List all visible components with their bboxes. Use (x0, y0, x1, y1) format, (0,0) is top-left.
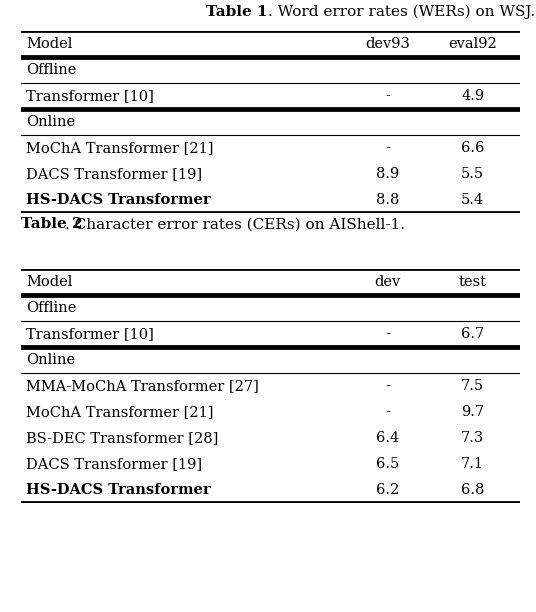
Text: -: - (385, 141, 390, 155)
Text: test: test (459, 275, 487, 289)
Text: . Word error rates (WERs) on WSJ.: . Word error rates (WERs) on WSJ. (268, 5, 535, 20)
Text: Transformer [10]: Transformer [10] (26, 89, 154, 103)
Text: 6.2: 6.2 (376, 483, 399, 497)
Text: 6.6: 6.6 (461, 141, 484, 155)
Text: eval92: eval92 (448, 37, 497, 51)
Text: 6.8: 6.8 (461, 483, 484, 497)
Text: HS-DACS Transformer: HS-DACS Transformer (26, 193, 211, 207)
Text: Online: Online (26, 353, 76, 367)
Text: 7.1: 7.1 (461, 457, 484, 471)
Text: DACS Transformer [19]: DACS Transformer [19] (26, 457, 203, 471)
Text: -: - (385, 327, 390, 341)
Text: 7.5: 7.5 (461, 379, 484, 393)
Text: 4.9: 4.9 (461, 89, 484, 103)
Text: -: - (385, 89, 390, 103)
Text: MoChA Transformer [21]: MoChA Transformer [21] (26, 141, 214, 155)
Text: 6.4: 6.4 (376, 431, 399, 445)
Text: Model: Model (26, 37, 73, 51)
Text: 5.4: 5.4 (461, 193, 484, 207)
Text: 8.8: 8.8 (376, 193, 399, 207)
Text: DACS Transformer [19]: DACS Transformer [19] (26, 167, 203, 181)
Text: HS-DACS Transformer: HS-DACS Transformer (26, 483, 211, 497)
Text: Model: Model (26, 275, 73, 289)
Text: Transformer [10]: Transformer [10] (26, 327, 154, 341)
Text: dev: dev (375, 275, 401, 289)
Text: . Character error rates (CERs) on AIShell-1.: . Character error rates (CERs) on AIShel… (64, 217, 405, 231)
Text: 8.9: 8.9 (376, 167, 399, 181)
Text: BS-DEC Transformer [28]: BS-DEC Transformer [28] (26, 431, 219, 445)
Text: Offline: Offline (26, 301, 77, 315)
Text: Table 2: Table 2 (21, 217, 83, 231)
Text: 9.7: 9.7 (461, 405, 484, 419)
Text: -: - (385, 405, 390, 419)
Text: MMA-MoChA Transformer [27]: MMA-MoChA Transformer [27] (26, 379, 259, 393)
Text: Online: Online (26, 115, 76, 129)
Text: 6.7: 6.7 (461, 327, 484, 341)
Text: Table 1: Table 1 (206, 5, 268, 19)
Text: MoChA Transformer [21]: MoChA Transformer [21] (26, 405, 214, 419)
Text: 6.5: 6.5 (376, 457, 399, 471)
Text: -: - (385, 379, 390, 393)
Text: Offline: Offline (26, 63, 77, 77)
Text: 7.3: 7.3 (461, 431, 484, 445)
Text: 5.5: 5.5 (461, 167, 484, 181)
Text: dev93: dev93 (366, 37, 410, 51)
